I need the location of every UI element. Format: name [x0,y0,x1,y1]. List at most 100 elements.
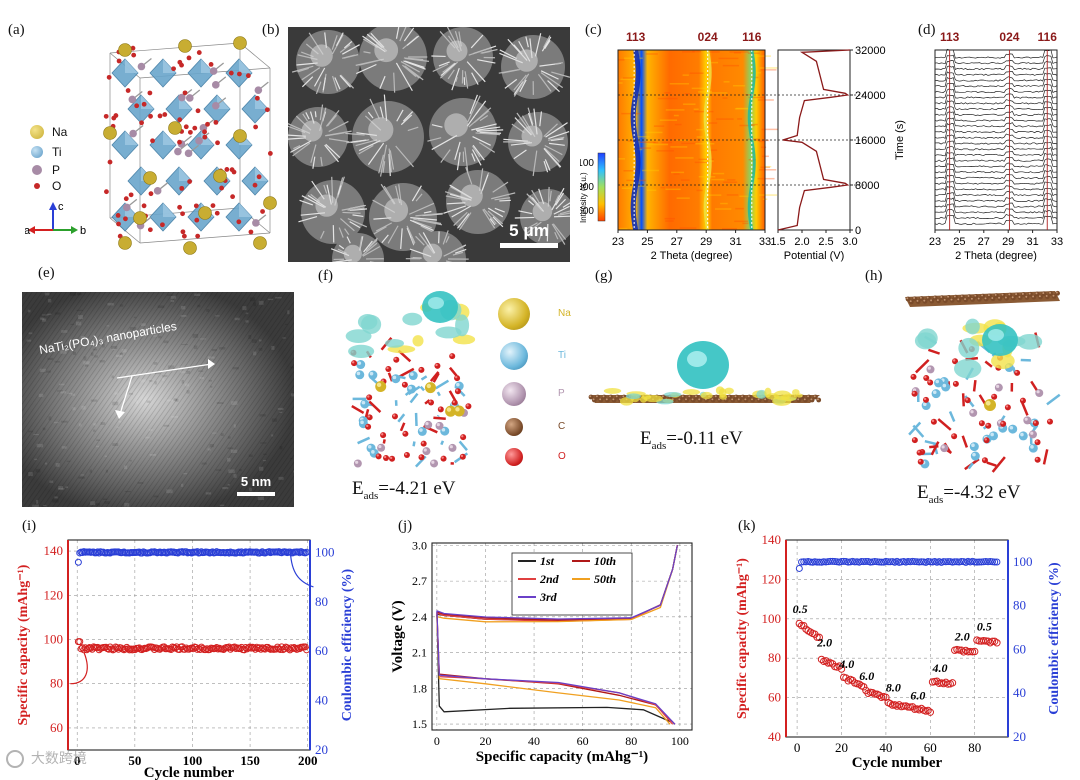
ce-point [953,558,961,566]
tem-grain [211,432,218,434]
heatmap-noise [621,187,633,189]
tem-grain [76,309,84,311]
o-atom [1014,369,1021,376]
octahedron-face [163,131,176,145]
charge-density [435,326,462,339]
x-tick-label: 31 [729,236,741,248]
heatmap-noise [707,149,718,151]
nanosheet [440,62,456,77]
atom-shine [612,398,615,401]
heatmap-noise [665,220,674,222]
ce-point [971,558,979,566]
atom-shine [711,398,714,401]
legend-entry: 2nd [539,572,560,586]
o-atom [192,125,198,131]
tem-grain [34,458,38,461]
atom-shine [1055,291,1058,294]
ce-point [851,558,859,566]
tem-grain [231,401,238,405]
ti-atom [969,442,979,452]
nanosheet [292,142,311,157]
charge-density [687,351,707,367]
xrd-pattern [934,71,1058,82]
heatmap-noise [695,143,715,145]
o-atom [115,213,121,218]
x-axis-label: Potential (V) [784,250,845,262]
xrd-pattern [934,117,1058,128]
o-atom [210,203,216,209]
na-atom [424,382,436,394]
charge-density [914,332,937,350]
octahedron-face [163,203,176,217]
nanosheet [322,77,326,91]
heatmap-noise [729,51,749,53]
o-atom [116,221,121,227]
o-atom-icon [34,183,40,189]
tem-grain [118,420,122,423]
tem-grain [271,418,278,422]
heatmap-noise [618,158,626,160]
nanosheet [324,32,328,48]
atom-shine [402,382,406,386]
atom-shine [419,367,422,371]
atom-shine [419,428,423,432]
tem-grain [32,504,39,507]
nanosheet [415,212,443,217]
atom-shine [979,421,983,424]
nanosheet [431,134,458,151]
heatmap-noise [673,114,679,117]
atom-shine [744,398,747,401]
atom-shine [460,454,464,458]
arrow-to-left-axis [70,652,88,685]
nanosheet [551,223,566,245]
o-atom [148,191,154,197]
tem-grain [163,340,169,344]
heatmap-noise [653,125,665,127]
tem-grain [242,306,247,311]
p-atom [184,149,193,158]
octahedron-face [239,59,252,73]
atom-shine [741,395,744,398]
nanosheet [442,62,456,73]
heatmap-noise [722,64,740,67]
nanosheet [383,94,388,122]
atom-shine [403,431,406,435]
atom-shine [595,395,598,398]
p-sphere-icon [502,382,526,406]
atom-shine [1032,295,1035,298]
heatmap-noise [698,176,716,178]
o-atom [177,204,183,210]
ce-point [798,558,806,566]
p-atom [969,408,978,417]
bond [409,392,419,404]
nanosheet [545,122,568,138]
nanosheet [479,115,489,122]
tem-grain [248,334,252,339]
x-tick-label: 100 [671,734,689,748]
nanosheet [478,168,484,191]
nanosheet [373,226,387,235]
ce-point [815,558,823,566]
tem-grain [153,362,158,365]
o-atom [134,103,140,109]
o-atom [1034,456,1041,463]
tem-grain [54,360,61,363]
atom-shine [449,445,453,449]
o-atom [248,229,254,235]
nanosheet [412,220,432,229]
o-atom [141,101,147,107]
y2-tick-label: 60 [315,643,328,658]
atom-shine [1045,294,1048,297]
y-axis-label: Voltage (V) [390,600,406,672]
nanosheet [368,237,378,248]
bond [967,462,974,470]
atom-shine [953,295,956,298]
o-atom [141,203,147,209]
tem-grain [100,422,106,425]
nanosheet [549,190,552,202]
flower-highlight [521,125,543,147]
p-atom [129,129,137,138]
atom-shine [990,432,994,437]
ce-point [926,558,934,566]
y-tick-label: 2.7 [412,574,427,588]
